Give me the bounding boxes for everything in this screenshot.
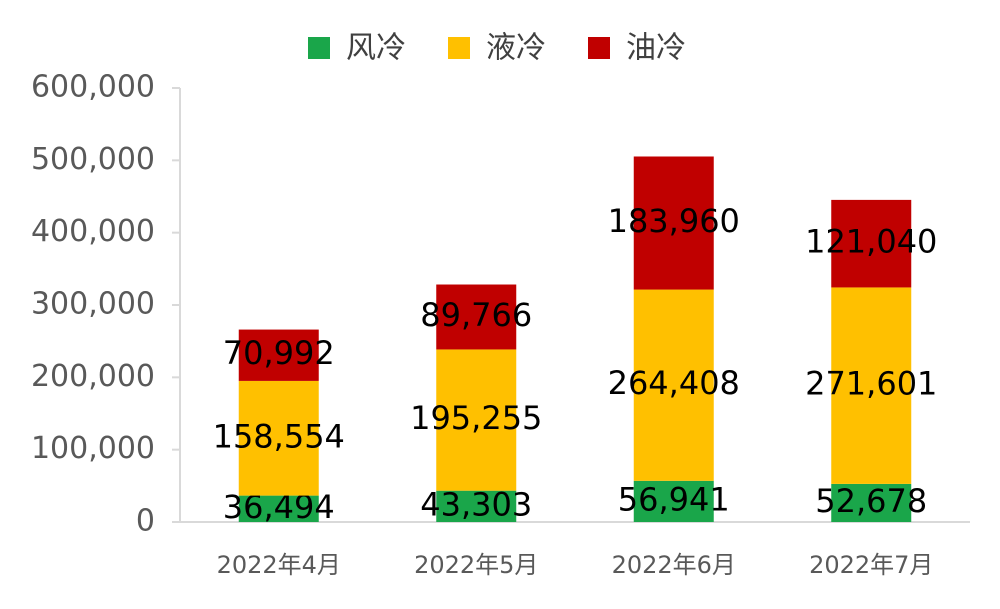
- legend-swatch: [588, 37, 610, 59]
- x-tick-label: 2022年7月: [809, 551, 933, 579]
- bar-segment: [238, 380, 319, 496]
- legend-label: 风冷: [346, 31, 406, 66]
- legend-swatch: [448, 37, 470, 59]
- bar-segment: [831, 199, 912, 288]
- bar-segment: [238, 495, 319, 522]
- bar-segment: [633, 289, 714, 481]
- legend-label: 油冷: [626, 31, 686, 66]
- data-label: 52,678: [815, 482, 927, 520]
- bar-segment: [436, 284, 517, 350]
- data-label: 121,040: [805, 223, 937, 261]
- data-label: 195,255: [410, 399, 542, 437]
- bar-segment: [238, 329, 319, 381]
- data-label: 89,766: [420, 296, 532, 334]
- data-label: 271,601: [805, 365, 937, 403]
- y-tick-label: 500,000: [31, 142, 155, 177]
- x-tick-label: 2022年4月: [217, 551, 341, 579]
- bar-segment: [436, 490, 517, 522]
- bar-segment: [633, 480, 714, 522]
- legend-label: 液冷: [486, 31, 546, 66]
- legend-swatch: [308, 37, 330, 59]
- bar-segment: [831, 287, 912, 484]
- y-tick-label: 0: [136, 504, 155, 539]
- bar-segment: [633, 156, 714, 290]
- y-tick-label: 400,000: [31, 214, 155, 249]
- bar-segment: [436, 349, 517, 491]
- bar-segment: [831, 483, 912, 522]
- y-tick-label: 100,000: [31, 431, 155, 466]
- data-label: 158,554: [213, 417, 345, 455]
- data-label: 70,992: [223, 334, 335, 372]
- data-label: 56,941: [618, 480, 730, 518]
- x-tick-label: 2022年6月: [612, 551, 736, 579]
- y-tick-label: 300,000: [31, 287, 155, 322]
- data-label: 183,960: [608, 202, 740, 240]
- y-tick-label: 600,000: [31, 70, 155, 105]
- x-tick-label: 2022年5月: [414, 551, 538, 579]
- y-tick-label: 200,000: [31, 359, 155, 394]
- data-label: 43,303: [420, 485, 532, 523]
- data-label: 264,408: [608, 364, 740, 402]
